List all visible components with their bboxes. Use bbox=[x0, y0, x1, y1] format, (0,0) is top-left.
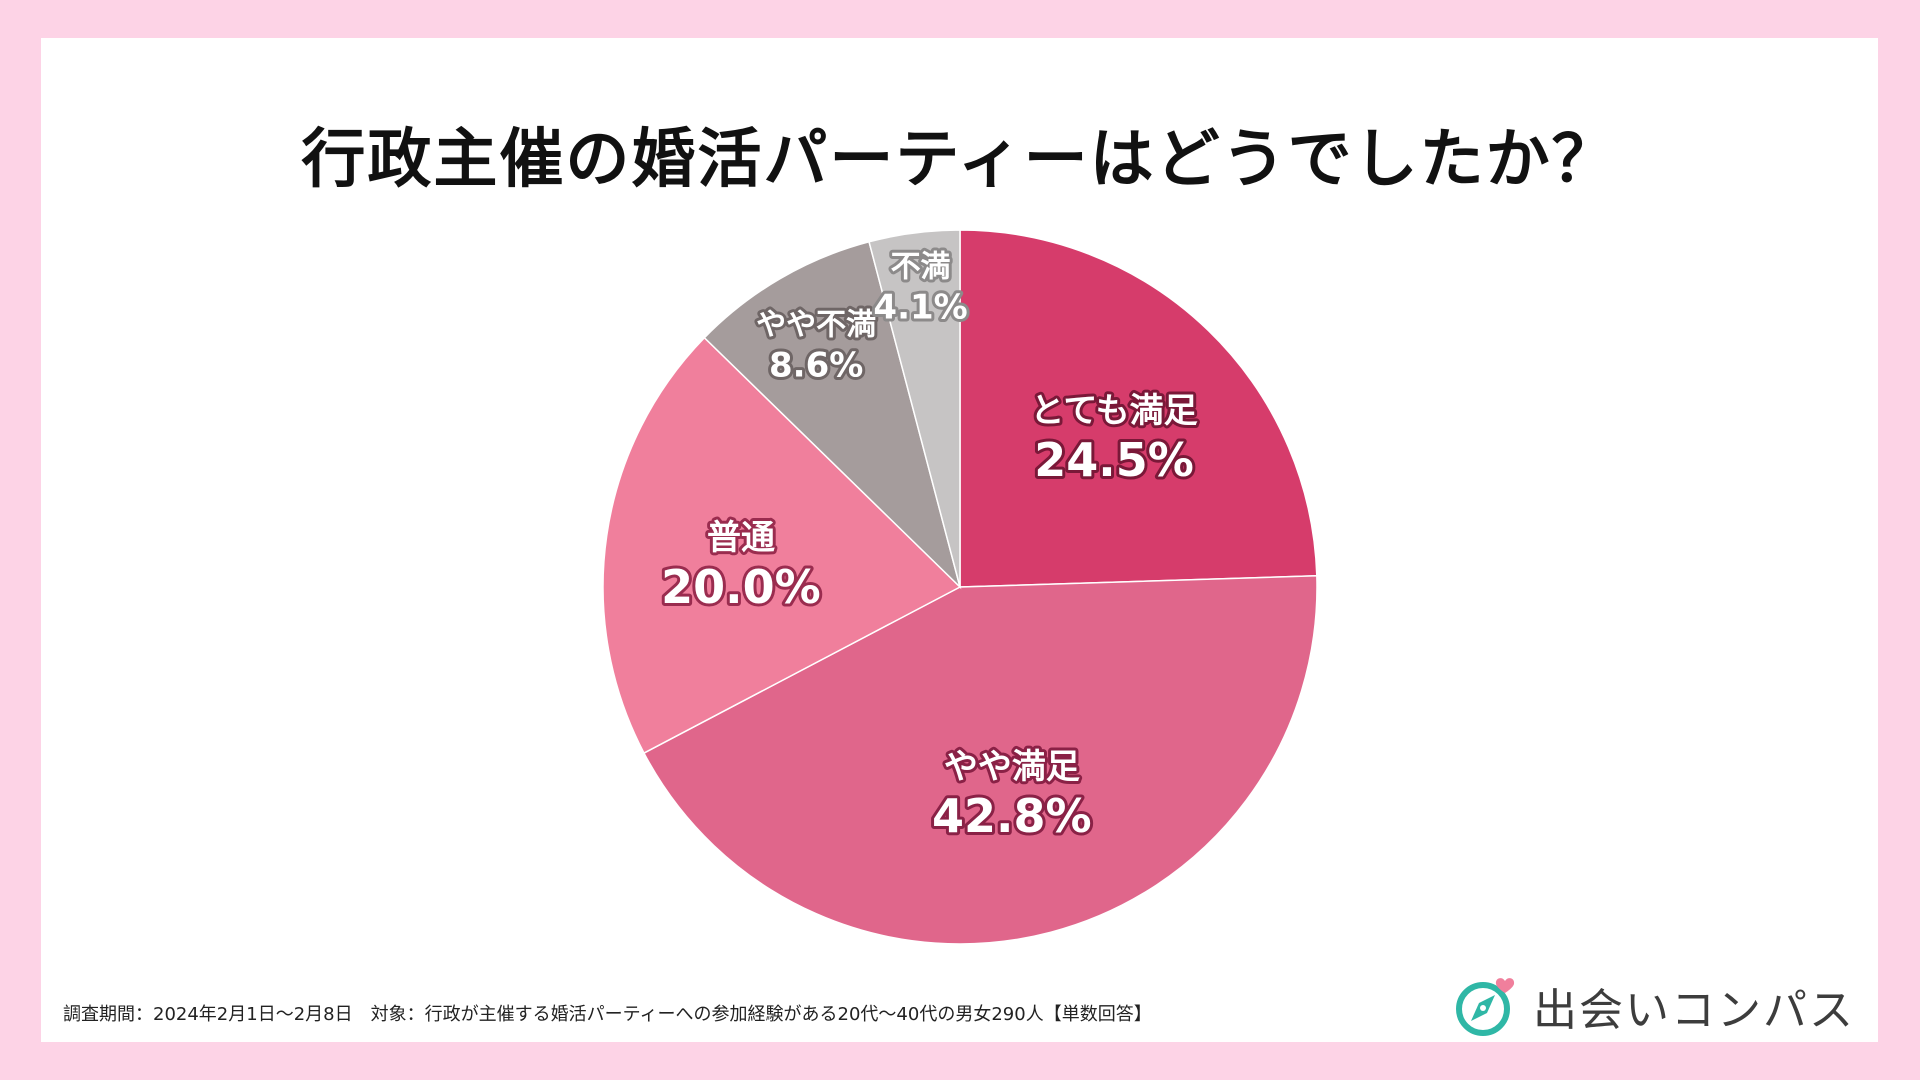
slice-value-2: 42.8% bbox=[932, 789, 1092, 843]
pie-slice-5 bbox=[868, 229, 961, 588]
slice-value-4: 8.6% bbox=[769, 345, 863, 385]
slice-label-1: とても満足 bbox=[1030, 391, 1197, 431]
slice-value-3: 20.0% bbox=[661, 560, 821, 614]
chart-card: 行政主催の婚活パーティーはどうでしたか？ とても満足 24.5% やや満足 42.8%… bbox=[41, 38, 1878, 1042]
slice-value-1: 24.5% bbox=[1034, 433, 1194, 487]
slice-label-3: 普通 bbox=[707, 518, 775, 558]
slice-label-4: やや不満 bbox=[756, 307, 876, 342]
brand-logo-text: 出会いコンパス bbox=[1533, 985, 1855, 1036]
slice-label-5: 不満 bbox=[891, 250, 951, 285]
pie-slice-3 bbox=[602, 336, 962, 755]
slice-value-5: 4.1% bbox=[873, 288, 967, 328]
pie-slice-4 bbox=[703, 240, 962, 590]
brand-logo[interactable]: 出会いコンパス bbox=[1453, 966, 1855, 1046]
slice-label-2: やや満足 bbox=[944, 747, 1080, 787]
pie-slice-1 bbox=[959, 229, 1318, 588]
survey-footnote: 調査期間：2024年2月1日～2月8日 対象：行政が主催する婚活パーティーへの参… bbox=[63, 1004, 1152, 1025]
chart-title: 行政主催の婚活パーティーはどうでしたか？ bbox=[301, 123, 1618, 197]
compass-heart-icon bbox=[1456, 978, 1515, 1036]
pie-slices bbox=[602, 229, 1318, 945]
pie-slice-2 bbox=[642, 575, 1318, 945]
